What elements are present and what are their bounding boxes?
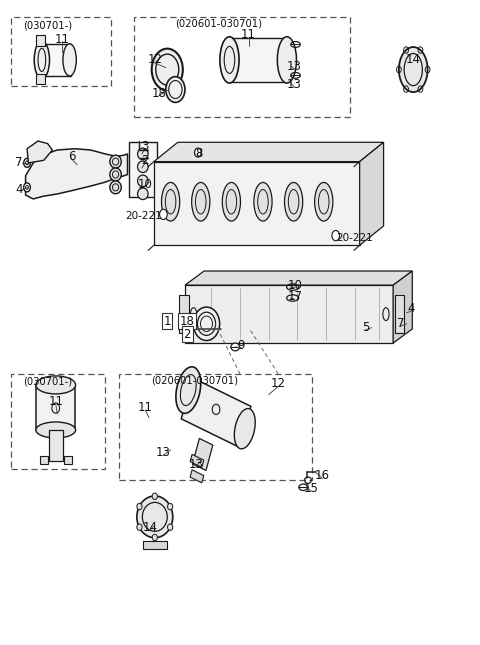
Ellipse shape — [24, 159, 30, 168]
Text: 10: 10 — [288, 279, 302, 292]
Ellipse shape — [220, 37, 239, 83]
Text: 3: 3 — [142, 140, 149, 153]
Ellipse shape — [192, 183, 210, 221]
Ellipse shape — [222, 183, 240, 221]
Text: (030701-): (030701-) — [23, 20, 72, 30]
Polygon shape — [143, 541, 167, 549]
Text: 13: 13 — [189, 457, 204, 471]
Ellipse shape — [285, 183, 303, 221]
Polygon shape — [41, 44, 71, 76]
Text: 11: 11 — [241, 28, 256, 41]
Ellipse shape — [166, 77, 185, 103]
Ellipse shape — [231, 343, 240, 351]
Polygon shape — [48, 430, 63, 461]
Text: 5: 5 — [362, 321, 369, 334]
Text: 18: 18 — [151, 87, 166, 100]
Text: 11: 11 — [54, 33, 70, 46]
Text: 7: 7 — [15, 156, 23, 170]
Polygon shape — [179, 295, 189, 333]
Ellipse shape — [137, 496, 173, 538]
Text: 13: 13 — [287, 78, 301, 91]
Ellipse shape — [168, 503, 173, 510]
Text: 14: 14 — [143, 521, 157, 533]
Ellipse shape — [152, 534, 157, 541]
Text: 9: 9 — [237, 339, 245, 352]
Polygon shape — [27, 141, 52, 163]
Ellipse shape — [138, 148, 148, 160]
Polygon shape — [154, 143, 384, 162]
Polygon shape — [36, 385, 75, 430]
Text: 10: 10 — [138, 177, 153, 191]
Text: 12: 12 — [147, 54, 162, 66]
Polygon shape — [40, 456, 48, 464]
Text: 13: 13 — [287, 60, 301, 73]
Text: 16: 16 — [315, 469, 330, 482]
Polygon shape — [185, 285, 393, 343]
Text: 18: 18 — [180, 315, 195, 328]
Text: 6: 6 — [68, 150, 75, 163]
Ellipse shape — [193, 307, 220, 341]
Ellipse shape — [110, 168, 121, 181]
Polygon shape — [229, 38, 287, 82]
Ellipse shape — [194, 148, 201, 157]
Polygon shape — [36, 35, 45, 46]
Ellipse shape — [137, 524, 142, 530]
Text: 7: 7 — [396, 317, 404, 330]
Ellipse shape — [254, 183, 272, 221]
Ellipse shape — [176, 367, 201, 413]
Text: 4: 4 — [408, 302, 415, 315]
Text: (020601-030701): (020601-030701) — [151, 375, 238, 386]
Ellipse shape — [63, 44, 76, 76]
Text: 13: 13 — [156, 446, 171, 459]
Ellipse shape — [152, 493, 157, 499]
Polygon shape — [395, 295, 404, 333]
Text: 2: 2 — [184, 328, 191, 341]
Polygon shape — [192, 439, 213, 470]
Text: 8: 8 — [196, 147, 203, 161]
Ellipse shape — [36, 422, 75, 438]
Text: 20-221: 20-221 — [125, 212, 162, 221]
Ellipse shape — [168, 524, 173, 530]
Text: 12: 12 — [271, 377, 286, 390]
Text: 2: 2 — [142, 154, 149, 167]
Polygon shape — [154, 162, 360, 245]
Ellipse shape — [24, 183, 30, 192]
Text: 15: 15 — [303, 482, 318, 495]
Ellipse shape — [152, 48, 183, 90]
Ellipse shape — [315, 183, 333, 221]
Ellipse shape — [34, 41, 49, 79]
Text: 17: 17 — [288, 290, 302, 303]
Ellipse shape — [110, 181, 121, 194]
Text: 11: 11 — [48, 395, 63, 408]
Polygon shape — [36, 74, 45, 84]
Polygon shape — [185, 271, 412, 285]
Ellipse shape — [159, 209, 167, 219]
Ellipse shape — [234, 408, 255, 449]
Polygon shape — [181, 378, 251, 448]
Ellipse shape — [36, 376, 75, 394]
Polygon shape — [64, 456, 72, 464]
Polygon shape — [25, 149, 128, 199]
Ellipse shape — [138, 188, 148, 199]
Text: 11: 11 — [138, 401, 153, 414]
Text: (030701-): (030701-) — [23, 377, 72, 387]
Ellipse shape — [138, 161, 148, 173]
Text: 20-221: 20-221 — [336, 233, 373, 243]
Polygon shape — [190, 470, 204, 483]
Ellipse shape — [137, 503, 142, 510]
Ellipse shape — [332, 230, 339, 241]
Ellipse shape — [399, 47, 428, 92]
Text: 14: 14 — [406, 54, 421, 66]
Ellipse shape — [277, 37, 297, 83]
Polygon shape — [129, 143, 157, 197]
Ellipse shape — [161, 183, 180, 221]
Polygon shape — [190, 454, 204, 468]
Text: 1: 1 — [164, 315, 171, 328]
Text: (020601-030701): (020601-030701) — [175, 18, 262, 28]
Ellipse shape — [138, 175, 148, 186]
Polygon shape — [393, 271, 412, 343]
Text: 4: 4 — [15, 183, 23, 197]
Polygon shape — [360, 143, 384, 245]
Ellipse shape — [110, 155, 121, 168]
